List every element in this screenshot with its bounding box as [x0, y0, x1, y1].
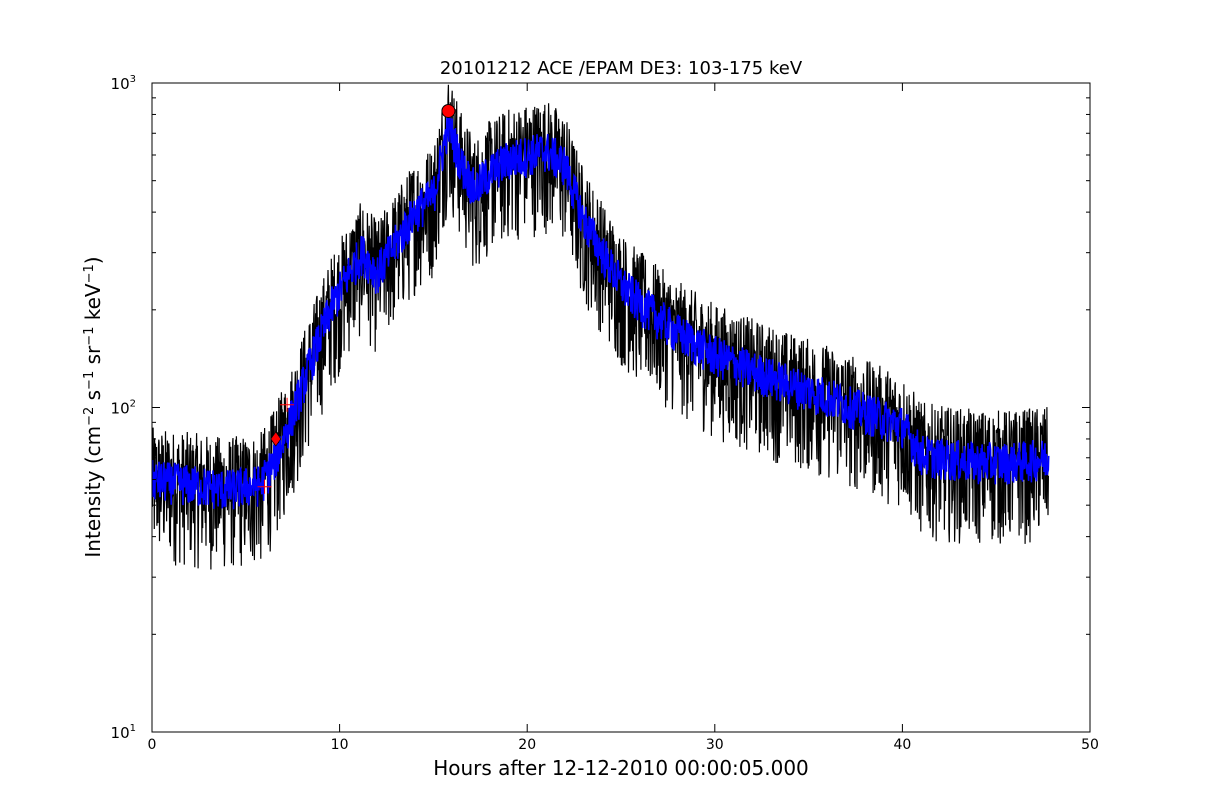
range-marker-2 — [257, 479, 272, 494]
x-tick-label: 0 — [148, 737, 157, 753]
x-tick-label: 20 — [518, 737, 536, 753]
y-tick-label: 102 — [111, 399, 136, 418]
x-tick-label: 50 — [1081, 737, 1099, 753]
x-axis-label: Hours after 12-12-2010 00:00:05.000 — [433, 756, 809, 780]
range-marker-3 — [280, 397, 295, 412]
y-tick-label: 103 — [111, 74, 136, 93]
raw-intensity-series — [152, 84, 1049, 570]
chart-title: 20101212 ACE /EPAM DE3: 103-175 keV — [440, 58, 803, 79]
x-tick-label: 40 — [893, 737, 911, 753]
plot-area — [152, 84, 1050, 570]
event-markers — [257, 103, 456, 494]
peak-marker — [441, 103, 456, 118]
onset-marker — [270, 431, 282, 447]
y-axis-label: Intensity (cm−2 s−1 sr−1 keV−1) — [81, 256, 105, 557]
x-axis: 0 10 20 30 40 50 — [148, 83, 1099, 753]
x-tick-label: 30 — [706, 737, 724, 753]
x-tick-label: 10 — [331, 737, 349, 753]
y-axis: 101 102 103 — [111, 74, 1090, 742]
smoothed-intensity-series — [152, 108, 1050, 510]
y-tick-label: 101 — [111, 723, 136, 742]
